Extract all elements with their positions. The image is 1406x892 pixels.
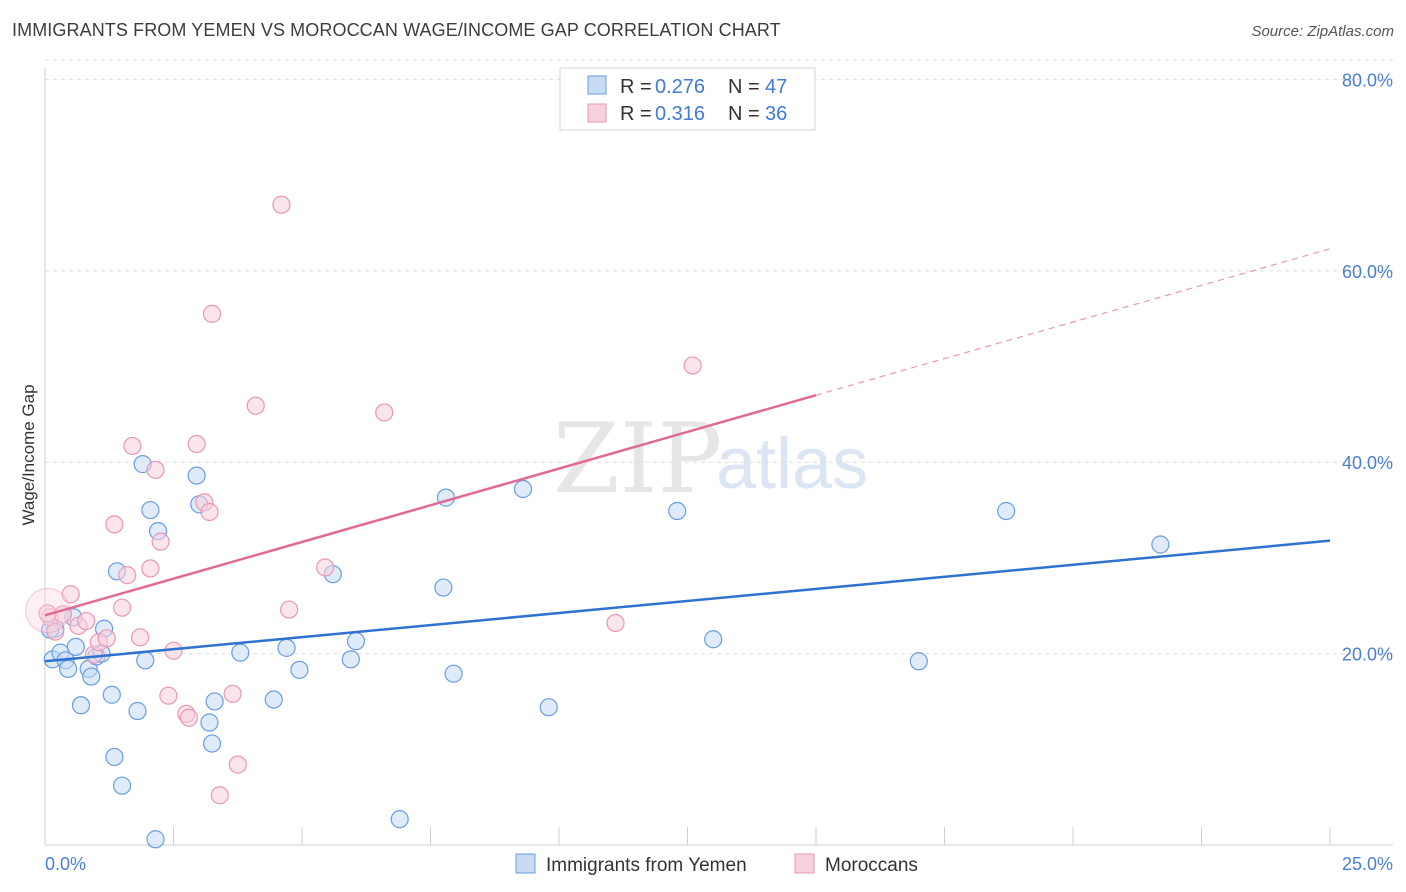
gridlines (45, 59, 1393, 655)
moroccan-point (112, 598, 132, 617)
watermark-zip: ZIP (553, 403, 722, 515)
yemen-point (146, 830, 165, 849)
yemen-point (202, 734, 222, 753)
series-moroccans-points (25, 195, 702, 805)
moroccan-point (130, 628, 150, 647)
moroccan-point (151, 532, 170, 551)
yemen-point (187, 466, 206, 485)
y-tick-label: 60.0% (1342, 262, 1393, 282)
series-yemen-points (41, 455, 1170, 849)
moroccan-point (200, 502, 219, 522)
y-tick-labels: 20.0% 40.0% 60.0% 80.0% (1342, 70, 1393, 664)
trend-lines (44, 248, 1331, 663)
moroccan-point (77, 611, 96, 631)
bottom-legend-swatch-yemen (515, 853, 536, 874)
yemen-point (128, 701, 147, 721)
yemen-point (444, 664, 463, 683)
yemen-point (136, 651, 155, 670)
yemen-point (277, 638, 296, 657)
yemen-point (434, 578, 453, 597)
moroccan-point (316, 558, 335, 577)
moroccan-point (210, 786, 229, 805)
yemen-point (105, 747, 124, 767)
yemen-point (231, 643, 250, 662)
moroccan-point (280, 600, 299, 619)
legend-r-value-yemen: 0.276 (655, 76, 705, 98)
moroccan-trend-line (44, 394, 817, 617)
moroccan-point (272, 195, 291, 214)
yemen-point (513, 479, 533, 499)
moroccan-point (246, 396, 265, 415)
yemen-point (668, 501, 687, 521)
legend-n-value-moroccans: 36 (765, 103, 787, 125)
yemen-point (997, 501, 1016, 521)
legend: R = 0.276 N = 47 R = 0.316 N = 36 (559, 67, 816, 131)
y-axis-label: Wage/Income Gap (19, 384, 38, 525)
moroccan-trend-extension (815, 248, 1331, 396)
bottom-legend-label-yemen: Immigrants from Yemen (546, 855, 747, 876)
y-tick-label: 20.0% (1342, 645, 1393, 665)
moroccan-point (105, 515, 124, 534)
yemen-point (66, 637, 85, 657)
yemen-point (205, 692, 224, 711)
yemen-point (290, 660, 309, 679)
source-label: Source: ZipAtlas.com (1251, 23, 1394, 40)
yemen-point (909, 652, 928, 671)
moroccan-point (159, 686, 178, 705)
moroccan-point (179, 708, 199, 727)
moroccan-point (118, 566, 137, 585)
y-tick-label: 80.0% (1342, 70, 1393, 90)
yemen-point (346, 632, 366, 651)
legend-n-label-yemen: N = (728, 76, 760, 98)
moroccan-point (375, 403, 394, 422)
legend-n-value-yemen: 47 (765, 76, 787, 98)
moroccan-point (146, 460, 165, 479)
x-axis-ticks (173, 827, 1331, 845)
moroccan-cluster-point (25, 588, 71, 634)
moroccan-point (606, 613, 625, 633)
moroccan-point (228, 755, 247, 774)
chart-title: IMMIGRANTS FROM YEMEN VS MOROCCAN WAGE/I… (12, 20, 781, 40)
legend-r-value-moroccans: 0.316 (655, 103, 705, 125)
yemen-point (59, 659, 78, 679)
yemen-trend-line (44, 539, 1331, 663)
moroccan-point (187, 434, 206, 454)
legend-n-label-moroccans: N = (728, 103, 760, 125)
moroccan-point (123, 436, 142, 456)
yemen-point (71, 696, 91, 715)
yemen-point (264, 690, 283, 709)
moroccan-point (683, 356, 702, 375)
x-tick-label-max: 25.0% (1342, 854, 1393, 874)
yemen-point (704, 630, 723, 649)
watermark-atlas: atlas (716, 424, 868, 504)
moroccan-point (97, 629, 116, 648)
x-tick-label-min: 0.0% (45, 854, 86, 874)
legend-r-label-moroccans: R = (620, 103, 652, 125)
yemen-point (1151, 535, 1170, 554)
bottom-legend: Immigrants from Yemen Moroccans (515, 853, 918, 876)
yemen-point (341, 650, 360, 669)
yemen-point (112, 776, 132, 795)
y-tick-label: 40.0% (1342, 453, 1393, 473)
yemen-point (82, 667, 101, 686)
bottom-legend-label-moroccans: Moroccans (825, 855, 918, 876)
legend-swatch-yemen (587, 75, 607, 95)
yemen-point (390, 810, 409, 829)
yemen-point (141, 500, 160, 520)
yemen-point (102, 685, 121, 704)
legend-r-label-yemen: R = (620, 76, 652, 98)
moroccan-point (202, 304, 222, 323)
yemen-point (539, 698, 558, 717)
moroccan-point (141, 559, 160, 578)
bottom-legend-swatch-moroccans (794, 853, 815, 874)
yemen-point (200, 713, 219, 732)
legend-swatch-moroccans (587, 103, 607, 123)
moroccan-point (223, 684, 242, 703)
